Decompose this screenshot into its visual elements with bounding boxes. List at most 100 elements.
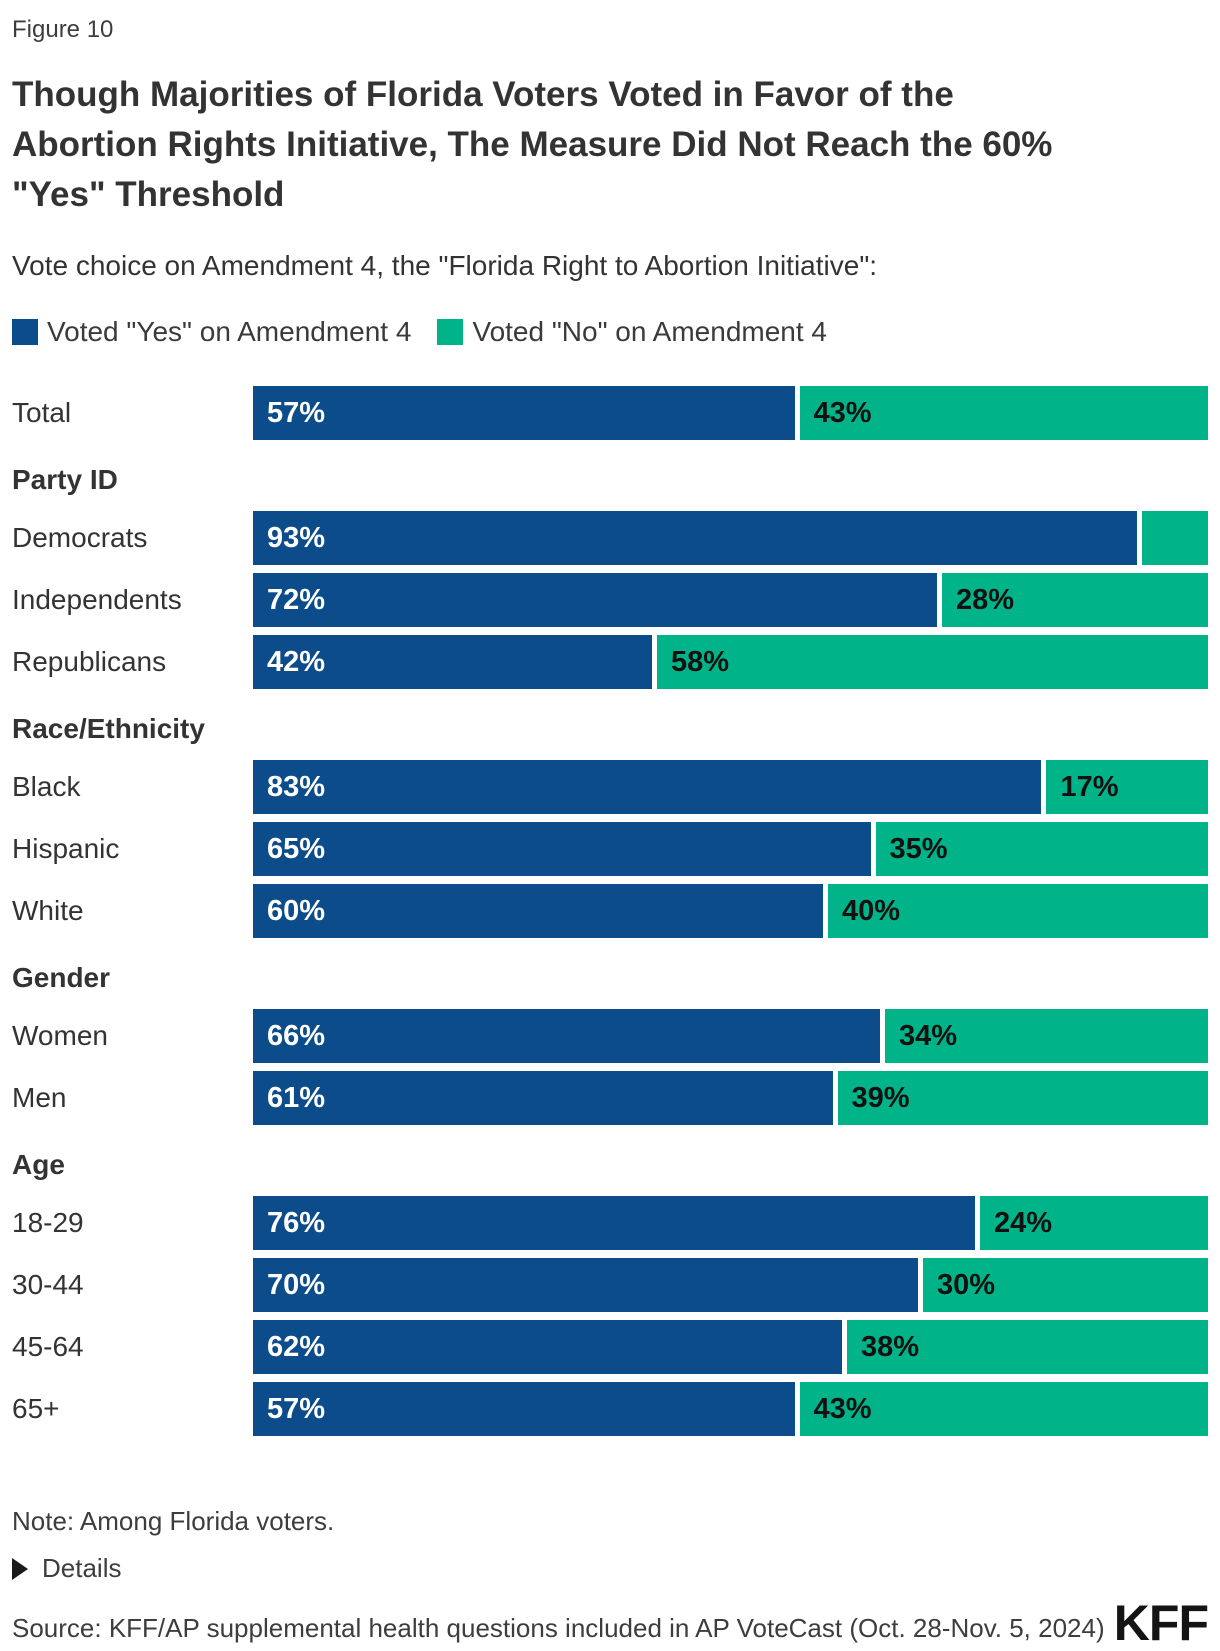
no-value-label: 43% — [813, 1392, 872, 1425]
legend-item[interactable]: Voted "No" on Amendment 4 — [437, 316, 827, 348]
section-header: Age — [12, 1133, 1208, 1196]
bar-row: White 60% 40% — [12, 884, 1208, 946]
bar-row: 65+ 57% 43% — [12, 1382, 1208, 1444]
yes-segment: 62% — [253, 1320, 842, 1374]
yes-value-label: 83% — [267, 770, 326, 803]
yes-value-label: 70% — [267, 1268, 326, 1301]
bar-row: Women 66% 34% — [12, 1009, 1208, 1071]
row-label: Total — [12, 397, 72, 428]
no-segment: 35% — [875, 822, 1208, 876]
yes-segment: 61% — [253, 1071, 833, 1125]
bar-row: Independents 72% 28% — [12, 573, 1208, 635]
no-segment: 58% — [656, 635, 1208, 689]
no-segment: 43% — [799, 386, 1208, 440]
legend-label: Voted "Yes" on Amendment 4 — [47, 316, 412, 347]
source-row: Source: KFF/AP supplemental health quest… — [12, 1595, 1209, 1651]
yes-segment: 60% — [253, 884, 823, 938]
yes-value-label: 60% — [267, 894, 326, 927]
no-segment — [1141, 511, 1208, 565]
bar-row: Black 83% 17% — [12, 760, 1208, 822]
no-value-label: 34% — [899, 1019, 958, 1052]
bar-track: 42% 58% — [253, 635, 1208, 689]
no-value-label: 17% — [1060, 770, 1119, 803]
bar-track: 62% 38% — [253, 1320, 1208, 1374]
no-value-label: 38% — [861, 1330, 920, 1363]
row-label: 30-44 — [12, 1269, 84, 1300]
chart-subtitle: Vote choice on Amendment 4, the "Florida… — [12, 250, 878, 281]
no-value-label: 58% — [670, 645, 730, 678]
stacked-bar-chart: Total 57% 43% Party ID Democrats 93% Independe… — [12, 386, 1208, 1444]
kff-logo: KFF — [1113, 1595, 1209, 1651]
bar-row: 18-29 76% 24% — [12, 1196, 1208, 1258]
section-label: Gender — [12, 961, 111, 993]
bar-track: 83% 17% — [253, 760, 1208, 814]
chart-footer: Note: Among Florida voters. Details Sour… — [12, 1506, 1209, 1651]
no-segment: 34% — [885, 1009, 1208, 1063]
yes-value-label: 57% — [267, 1392, 326, 1425]
section-label: Party ID — [12, 463, 118, 495]
yes-value-label: 61% — [267, 1081, 326, 1114]
yes-segment: 42% — [253, 635, 652, 689]
yes-segment: 57% — [253, 1382, 795, 1436]
no-segment: 28% — [942, 573, 1208, 627]
yes-segment: 57% — [253, 386, 795, 440]
bar-row: Republicans 42% 58% — [12, 635, 1208, 697]
no-segment: 30% — [923, 1258, 1208, 1312]
figure-label: Figure 10 — [12, 16, 114, 43]
row-label: 65+ — [12, 1393, 60, 1424]
bar-row: Total 57% 43% — [12, 386, 1208, 448]
bar-track: 60% 40% — [253, 884, 1208, 938]
section-header: Gender — [12, 946, 1208, 1009]
yes-value-label: 72% — [267, 583, 326, 616]
yes-segment: 72% — [253, 573, 937, 627]
bar-track: 57% 43% — [253, 1382, 1208, 1436]
yes-value-label: 57% — [267, 396, 326, 429]
no-segment: 24% — [980, 1196, 1208, 1250]
no-value-label: 24% — [994, 1206, 1053, 1239]
bar-track: 93% — [253, 511, 1208, 565]
bar-track: 66% 34% — [253, 1009, 1208, 1063]
yes-value-label: 93% — [267, 521, 326, 554]
bar-row: Democrats 93% — [12, 511, 1208, 573]
source-text: Source: KFF/AP supplemental health quest… — [12, 1613, 1105, 1643]
bar-track: 70% 30% — [253, 1258, 1208, 1312]
bar-row: Men 61% 39% — [12, 1071, 1208, 1133]
legend: Voted "Yes" on Amendment 4 Voted "No" on … — [12, 316, 1208, 348]
yes-value-label: 62% — [267, 1330, 326, 1363]
chart-title: Though Majorities of Florida Voters Vote… — [12, 75, 1053, 214]
bar-track: 72% 28% — [253, 573, 1208, 627]
no-segment: 39% — [837, 1071, 1208, 1125]
no-segment: 38% — [847, 1320, 1208, 1374]
no-value-label: 40% — [842, 894, 901, 927]
details-toggle[interactable]: Details — [12, 1553, 121, 1584]
yes-segment: 65% — [253, 822, 871, 876]
no-value-label: 30% — [937, 1268, 996, 1301]
section-header: Party ID — [12, 448, 1208, 511]
details-label: Details — [42, 1553, 122, 1583]
yes-segment: 93% — [253, 511, 1137, 565]
row-label: Republicans — [12, 646, 167, 677]
yes-value-label: 42% — [267, 645, 326, 678]
no-value-label: 35% — [889, 832, 948, 865]
legend-item[interactable]: Voted "Yes" on Amendment 4 — [12, 316, 411, 348]
yes-value-label: 65% — [267, 832, 326, 865]
no-value-label: 28% — [956, 583, 1015, 616]
section-label: Race/Ethnicity — [12, 712, 205, 744]
legend-label: Voted "No" on Amendment 4 — [472, 316, 827, 347]
no-segment: 17% — [1046, 760, 1208, 814]
yes-segment: 76% — [253, 1196, 975, 1250]
bar-track: 57% 43% — [253, 386, 1208, 440]
row-label: Black — [12, 771, 81, 802]
yes-segment: 70% — [253, 1258, 918, 1312]
bar-track: 65% 35% — [253, 822, 1208, 876]
row-label: 18-29 — [12, 1207, 84, 1238]
yes-segment: 66% — [253, 1009, 880, 1063]
no-segment: 40% — [828, 884, 1208, 938]
row-label: Independents — [12, 584, 182, 615]
bar-track: 61% 39% — [253, 1071, 1208, 1125]
bar-row: Hispanic 65% 35% — [12, 822, 1208, 884]
legend-swatch-icon — [12, 319, 38, 345]
no-value-label: 39% — [851, 1081, 910, 1114]
bar-row: 30-44 70% 30% — [12, 1258, 1208, 1320]
